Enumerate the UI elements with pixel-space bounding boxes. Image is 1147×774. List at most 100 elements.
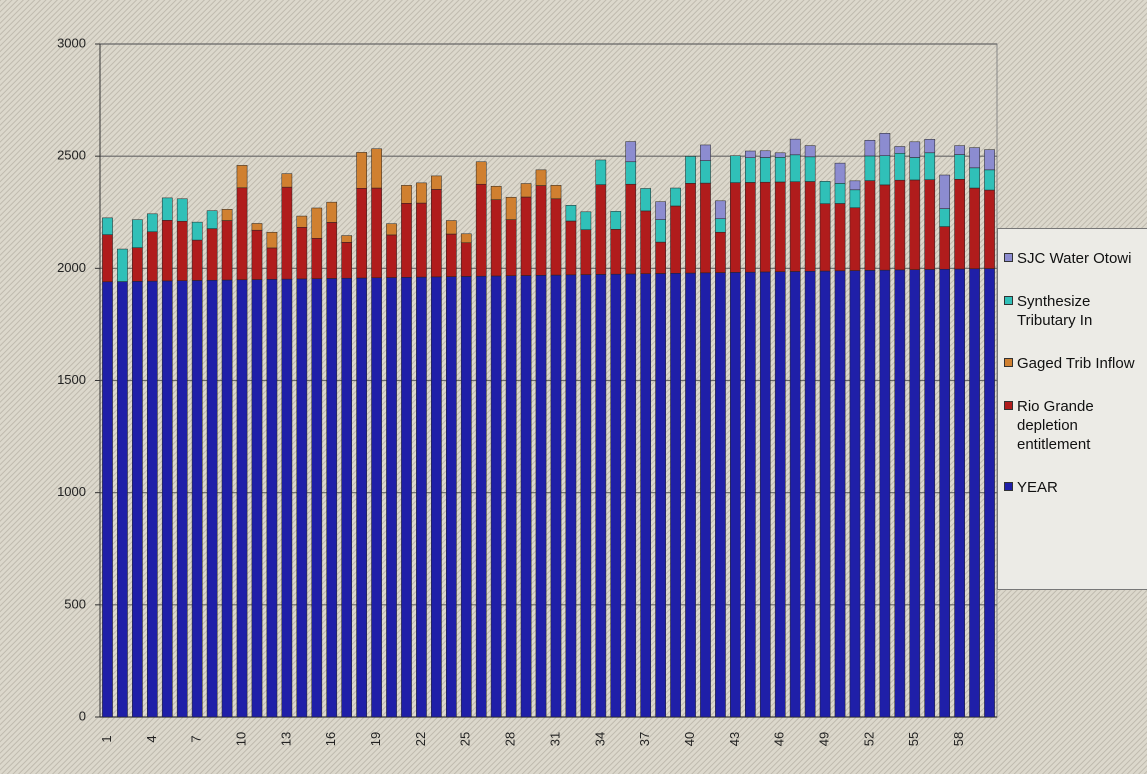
bar-segment [371, 148, 382, 189]
bar-segment [834, 203, 846, 272]
bar-segment [401, 277, 412, 718]
bar-segment [550, 198, 562, 276]
bar-segment [161, 280, 173, 718]
bar-segment [296, 215, 308, 228]
bar-segment [655, 201, 666, 220]
bar-segment [849, 207, 861, 271]
bar-segment [580, 211, 592, 230]
bar-segment [715, 231, 726, 273]
bar-segment [715, 200, 726, 220]
bar-segment [939, 174, 951, 209]
bar-segment [819, 203, 831, 272]
bar-segment [266, 247, 278, 280]
bar-segment [789, 271, 801, 718]
bar-segment [565, 220, 577, 276]
bar-segment [700, 160, 711, 184]
bar-segment [356, 277, 367, 718]
bar-segment [715, 218, 726, 233]
bar-segment [146, 231, 158, 282]
bar-segment [132, 219, 143, 248]
bar-segment [236, 187, 248, 281]
bar-segment [984, 169, 995, 191]
bar-segment [715, 272, 726, 718]
legend-item: Synthesize Tributary In [1004, 292, 1147, 330]
bar-segment [640, 273, 652, 718]
legend-swatch [1004, 401, 1013, 410]
bar-segment [535, 275, 547, 718]
bar-segment [744, 182, 756, 273]
bar-segment [655, 219, 666, 243]
legend-swatch [1004, 358, 1013, 367]
bar-segment [490, 275, 502, 718]
bar-segment [834, 270, 846, 718]
bar-segment [445, 233, 457, 277]
legend-label: Rio Grande depletion entitlement [1017, 398, 1094, 453]
bar-segment [146, 280, 158, 718]
legend-label: YEAR [1017, 479, 1058, 496]
x-tick-label: 31 [547, 732, 562, 746]
bar-segment [879, 184, 891, 271]
x-tick-label: 52 [861, 732, 876, 746]
bar-segment [759, 150, 771, 158]
y-tick-label: 2500 [57, 148, 86, 163]
legend-label: SJC Water Otowi [1017, 250, 1132, 267]
bar-segment [191, 221, 203, 241]
bar-segment [206, 228, 218, 281]
bar-segment [416, 202, 427, 278]
x-tick-label: 10 [233, 732, 248, 746]
bar-segment [191, 239, 203, 281]
bar-segment [266, 231, 278, 249]
bar-segment [969, 167, 980, 189]
bar-segment [774, 157, 786, 183]
bar-segment [102, 217, 113, 235]
bar-segment [176, 220, 188, 281]
bar-segment [774, 152, 786, 158]
bar-segment [161, 197, 173, 221]
bar-segment [804, 156, 816, 182]
bar-segment [386, 234, 397, 278]
bar-segment [864, 180, 876, 271]
bar-segment [759, 157, 771, 183]
bar-segment [939, 268, 951, 718]
bar-segment [954, 268, 965, 718]
bar-segment [610, 211, 622, 230]
bar-segment [132, 281, 143, 718]
bar-segment [969, 268, 980, 718]
bar-segment [326, 222, 338, 279]
bar-segment [191, 280, 203, 718]
legend-swatch [1004, 253, 1013, 262]
bar-segment [117, 281, 128, 718]
bar-segment [670, 205, 681, 274]
y-tick-label: 0 [79, 708, 86, 723]
bar-segment [864, 270, 876, 718]
bar-segment [909, 157, 921, 181]
x-tick-label: 4 [144, 735, 159, 742]
bar-segment [984, 149, 995, 171]
bar-segment [894, 153, 906, 181]
x-tick-label: 28 [503, 732, 518, 746]
bar-segment [550, 274, 562, 718]
bar-segment [176, 280, 188, 718]
legend-item: Gaged Trib Inflow [1004, 354, 1147, 373]
bar-segment [909, 141, 921, 158]
bar-segment [655, 273, 666, 718]
bar-segment [431, 276, 442, 718]
legend-item: YEAR [1004, 478, 1147, 497]
bar-segment [490, 199, 502, 277]
bar-segment [685, 183, 696, 274]
legend-item: SJC Water Otowi [1004, 249, 1147, 268]
bar-segment [625, 141, 637, 163]
bar-segment [251, 223, 263, 231]
bar-segment [520, 196, 532, 276]
bar-segment [924, 139, 936, 154]
bar-segment [789, 138, 801, 156]
bar-segment [685, 156, 696, 184]
bar-segment [176, 198, 188, 222]
x-tick-label: 13 [278, 732, 293, 746]
bar-segment [221, 220, 233, 281]
bar-segment [206, 210, 218, 229]
bar-segment [625, 183, 637, 275]
x-tick-label: 25 [458, 732, 473, 746]
bar-segment [460, 242, 472, 277]
